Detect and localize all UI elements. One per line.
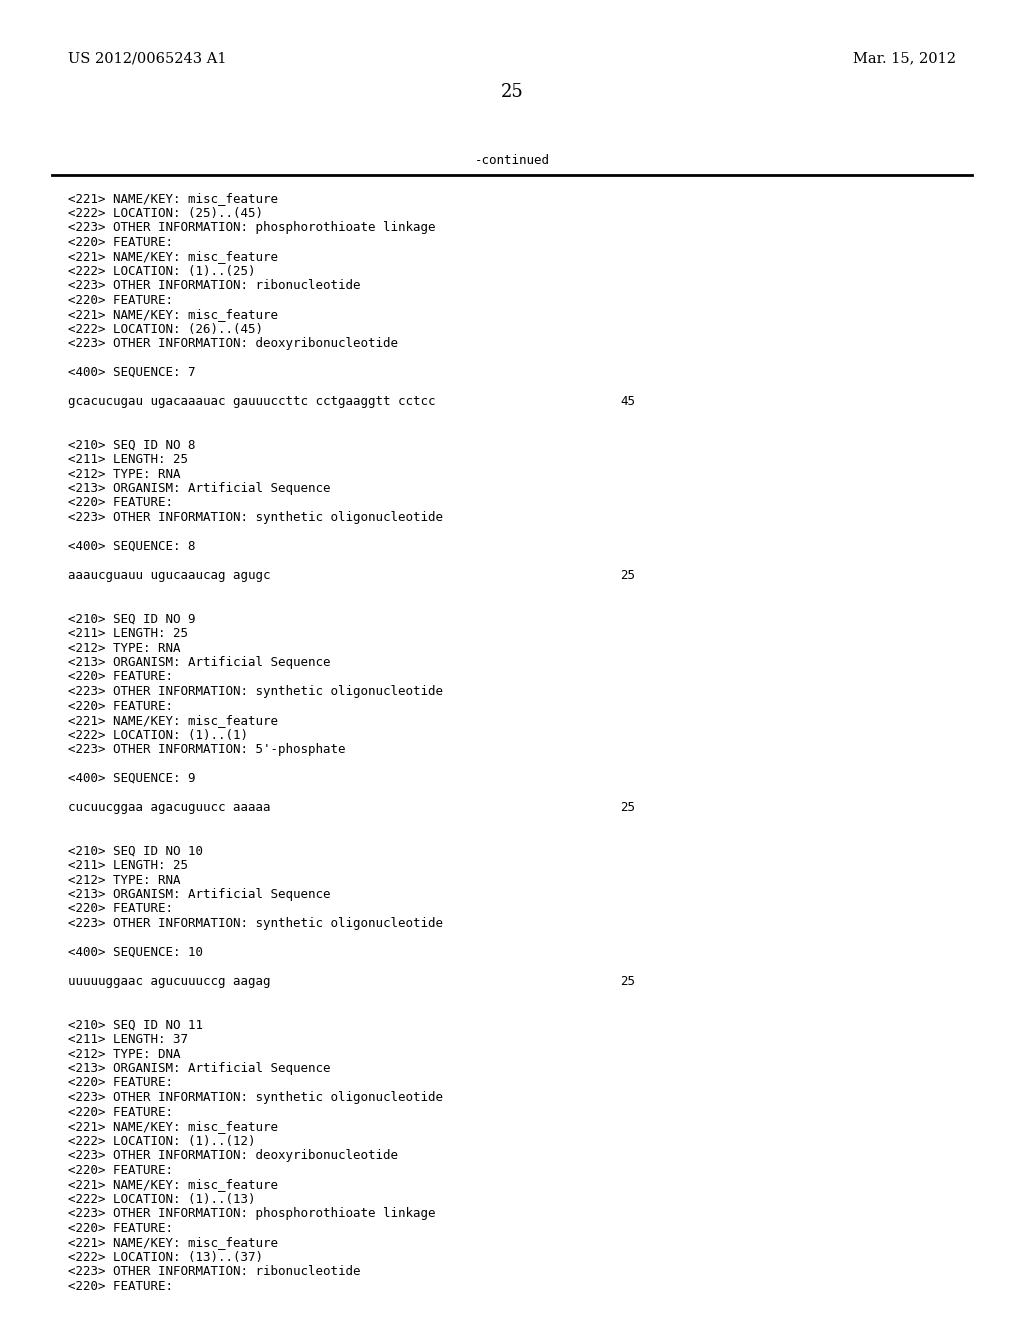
Text: <223> OTHER INFORMATION: deoxyribonucleotide: <223> OTHER INFORMATION: deoxyribonucleo…: [68, 1148, 398, 1162]
Text: <223> OTHER INFORMATION: synthetic oligonucleotide: <223> OTHER INFORMATION: synthetic oligo…: [68, 1092, 443, 1104]
Text: aaaucguauu ugucaaucag agugc: aaaucguauu ugucaaucag agugc: [68, 569, 270, 582]
Text: -continued: -continued: [474, 153, 550, 166]
Text: <220> FEATURE:: <220> FEATURE:: [68, 903, 173, 916]
Text: <221> NAME/KEY: misc_feature: <221> NAME/KEY: misc_feature: [68, 714, 278, 727]
Text: US 2012/0065243 A1: US 2012/0065243 A1: [68, 51, 226, 65]
Text: uuuuuggaac agucuuuccg aagag: uuuuuggaac agucuuuccg aagag: [68, 975, 270, 987]
Text: <400> SEQUENCE: 9: <400> SEQUENCE: 9: [68, 772, 196, 785]
Text: <223> OTHER INFORMATION: ribonucleotide: <223> OTHER INFORMATION: ribonucleotide: [68, 279, 360, 292]
Text: <223> OTHER INFORMATION: phosphorothioate linkage: <223> OTHER INFORMATION: phosphorothioat…: [68, 1206, 435, 1220]
Text: <220> FEATURE:: <220> FEATURE:: [68, 1221, 173, 1234]
Text: <221> NAME/KEY: misc_feature: <221> NAME/KEY: misc_feature: [68, 249, 278, 263]
Text: cucuucggaa agacuguucc aaaaa: cucuucggaa agacuguucc aaaaa: [68, 801, 270, 814]
Text: <220> FEATURE:: <220> FEATURE:: [68, 1106, 173, 1118]
Text: 25: 25: [501, 83, 523, 102]
Text: <222> LOCATION: (1)..(12): <222> LOCATION: (1)..(12): [68, 1134, 256, 1147]
Text: <223> OTHER INFORMATION: ribonucleotide: <223> OTHER INFORMATION: ribonucleotide: [68, 1265, 360, 1278]
Text: <210> SEQ ID NO 11: <210> SEQ ID NO 11: [68, 1019, 203, 1031]
Text: <222> LOCATION: (1)..(13): <222> LOCATION: (1)..(13): [68, 1192, 256, 1205]
Text: <211> LENGTH: 25: <211> LENGTH: 25: [68, 627, 188, 640]
Text: <220> FEATURE:: <220> FEATURE:: [68, 293, 173, 306]
Text: <220> FEATURE:: <220> FEATURE:: [68, 671, 173, 684]
Text: <220> FEATURE:: <220> FEATURE:: [68, 700, 173, 713]
Text: <222> LOCATION: (26)..(45): <222> LOCATION: (26)..(45): [68, 322, 263, 335]
Text: <210> SEQ ID NO 9: <210> SEQ ID NO 9: [68, 612, 196, 626]
Text: Mar. 15, 2012: Mar. 15, 2012: [853, 51, 956, 65]
Text: <220> FEATURE:: <220> FEATURE:: [68, 235, 173, 248]
Text: <221> NAME/KEY: misc_feature: <221> NAME/KEY: misc_feature: [68, 1177, 278, 1191]
Text: <212> TYPE: RNA: <212> TYPE: RNA: [68, 874, 180, 887]
Text: <221> NAME/KEY: misc_feature: <221> NAME/KEY: misc_feature: [68, 191, 278, 205]
Text: <220> FEATURE:: <220> FEATURE:: [68, 1077, 173, 1089]
Text: <400> SEQUENCE: 10: <400> SEQUENCE: 10: [68, 946, 203, 960]
Text: <210> SEQ ID NO 10: <210> SEQ ID NO 10: [68, 845, 203, 858]
Text: <223> OTHER INFORMATION: synthetic oligonucleotide: <223> OTHER INFORMATION: synthetic oligo…: [68, 917, 443, 931]
Text: <213> ORGANISM: Artificial Sequence: <213> ORGANISM: Artificial Sequence: [68, 656, 331, 669]
Text: <212> TYPE: RNA: <212> TYPE: RNA: [68, 642, 180, 655]
Text: <222> LOCATION: (1)..(25): <222> LOCATION: (1)..(25): [68, 264, 256, 277]
Text: <211> LENGTH: 25: <211> LENGTH: 25: [68, 859, 188, 873]
Text: <221> NAME/KEY: misc_feature: <221> NAME/KEY: misc_feature: [68, 1119, 278, 1133]
Text: <220> FEATURE:: <220> FEATURE:: [68, 1279, 173, 1292]
Text: <223> OTHER INFORMATION: 5'-phosphate: <223> OTHER INFORMATION: 5'-phosphate: [68, 743, 345, 756]
Text: <211> LENGTH: 37: <211> LENGTH: 37: [68, 1034, 188, 1045]
Text: 25: 25: [620, 569, 635, 582]
Text: <220> FEATURE:: <220> FEATURE:: [68, 1163, 173, 1176]
Text: <213> ORGANISM: Artificial Sequence: <213> ORGANISM: Artificial Sequence: [68, 1063, 331, 1074]
Text: <212> TYPE: DNA: <212> TYPE: DNA: [68, 1048, 180, 1060]
Text: <222> LOCATION: (25)..(45): <222> LOCATION: (25)..(45): [68, 206, 263, 219]
Text: 25: 25: [620, 975, 635, 987]
Text: gcacucugau ugacaaauac gauuuccttc cctgaaggtt cctcc: gcacucugau ugacaaauac gauuuccttc cctgaag…: [68, 395, 435, 408]
Text: <211> LENGTH: 25: <211> LENGTH: 25: [68, 453, 188, 466]
Text: <210> SEQ ID NO 8: <210> SEQ ID NO 8: [68, 438, 196, 451]
Text: <213> ORGANISM: Artificial Sequence: <213> ORGANISM: Artificial Sequence: [68, 888, 331, 902]
Text: <221> NAME/KEY: misc_feature: <221> NAME/KEY: misc_feature: [68, 1236, 278, 1249]
Text: <213> ORGANISM: Artificial Sequence: <213> ORGANISM: Artificial Sequence: [68, 482, 331, 495]
Text: <212> TYPE: RNA: <212> TYPE: RNA: [68, 467, 180, 480]
Text: <222> LOCATION: (13)..(37): <222> LOCATION: (13)..(37): [68, 1250, 263, 1263]
Text: <400> SEQUENCE: 8: <400> SEQUENCE: 8: [68, 540, 196, 553]
Text: <223> OTHER INFORMATION: synthetic oligonucleotide: <223> OTHER INFORMATION: synthetic oligo…: [68, 685, 443, 698]
Text: <220> FEATURE:: <220> FEATURE:: [68, 496, 173, 510]
Text: <223> OTHER INFORMATION: synthetic oligonucleotide: <223> OTHER INFORMATION: synthetic oligo…: [68, 511, 443, 524]
Text: <223> OTHER INFORMATION: phosphorothioate linkage: <223> OTHER INFORMATION: phosphorothioat…: [68, 220, 435, 234]
Text: 45: 45: [620, 395, 635, 408]
Text: <223> OTHER INFORMATION: deoxyribonucleotide: <223> OTHER INFORMATION: deoxyribonucleo…: [68, 337, 398, 350]
Text: <222> LOCATION: (1)..(1): <222> LOCATION: (1)..(1): [68, 729, 248, 742]
Text: <221> NAME/KEY: misc_feature: <221> NAME/KEY: misc_feature: [68, 308, 278, 321]
Text: <400> SEQUENCE: 7: <400> SEQUENCE: 7: [68, 366, 196, 379]
Text: 25: 25: [620, 801, 635, 814]
